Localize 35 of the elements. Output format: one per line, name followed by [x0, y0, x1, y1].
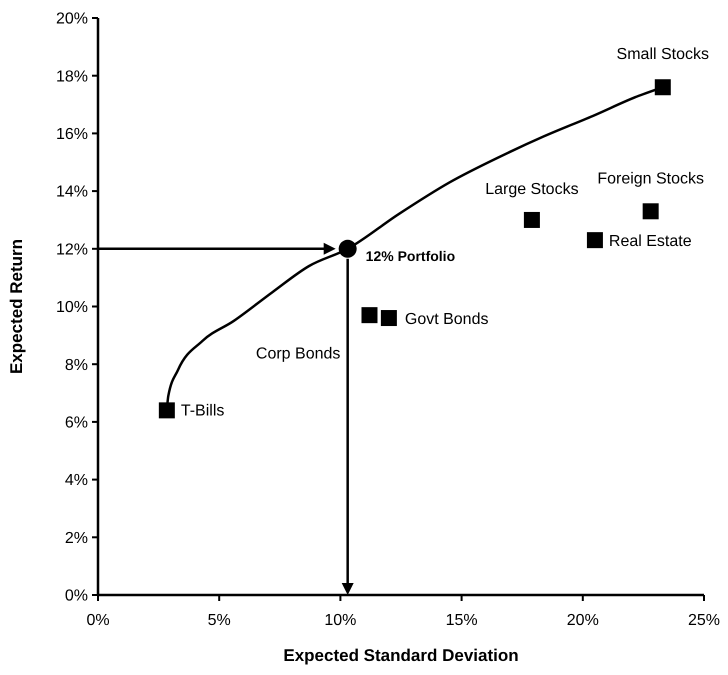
x-tick-label: 20% — [566, 612, 599, 629]
point — [524, 212, 540, 228]
y-tick-label: 14% — [56, 184, 88, 201]
annotation: Real Estate — [608, 233, 692, 250]
annotation: Large Stocks — [485, 180, 579, 198]
point — [380, 310, 397, 326]
point — [586, 232, 603, 248]
y-tick-label: 16% — [56, 126, 88, 143]
y-tick-label: 20% — [56, 10, 88, 28]
annotation: Corp Bonds — [256, 345, 340, 362]
point — [158, 402, 175, 418]
x-tick-label: 25% — [688, 612, 720, 629]
y-axis-title: Expected Return — [7, 238, 26, 374]
x-tick-label: 15% — [446, 612, 478, 629]
annotation: Small Stocks — [616, 46, 710, 64]
y-tick-label: 18% — [56, 68, 88, 86]
annotation: Foreign Stocks — [597, 170, 704, 188]
x-tick-label: 10% — [324, 612, 356, 629]
x-axis-title: Expected Standard Deviation — [283, 646, 519, 665]
point — [338, 240, 357, 258]
point — [361, 307, 378, 324]
y-tick-label: 6% — [64, 414, 88, 432]
annotation: 12% Portfolio — [366, 248, 456, 264]
annotation: Govt Bonds — [404, 311, 488, 328]
y-tick-label: 0% — [64, 588, 88, 605]
point — [654, 79, 671, 96]
y-tick-label: 8% — [64, 356, 88, 374]
y-tick-label: 2% — [64, 530, 88, 547]
x-tick-label: 0% — [86, 612, 110, 629]
y-tick-label: 4% — [64, 472, 88, 490]
y-tick-label: 12% — [56, 241, 88, 258]
annotation: T-Bills — [180, 402, 224, 420]
point — [642, 203, 659, 220]
y-tick-label: 10% — [56, 299, 88, 316]
x-tick-label: 5% — [208, 612, 231, 629]
